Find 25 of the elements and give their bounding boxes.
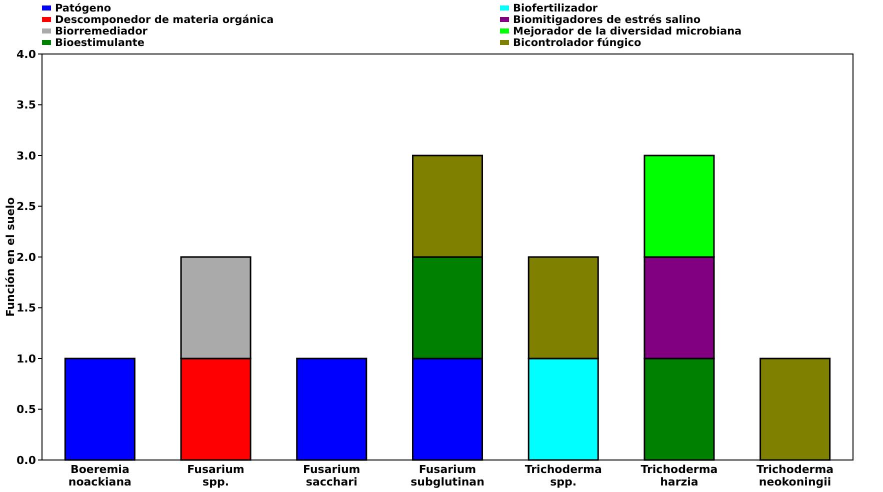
y-tick-label: 1.0 bbox=[16, 352, 36, 366]
x-tick-label: Fusarium subglutinan bbox=[410, 463, 484, 489]
legend-label: Bicontrolador fúngico bbox=[513, 37, 642, 50]
x-tick-label: Fusarium sacchari bbox=[303, 463, 360, 489]
x-tick-label: Trichoderma harzia bbox=[640, 463, 718, 489]
legend-label: Biomitigadores de estrés salino bbox=[513, 14, 701, 26]
y-tick-label: 0.0 bbox=[16, 454, 36, 467]
y-tick-label: 0.5 bbox=[16, 403, 36, 416]
legend-label: Mejorador de la diversidad microbiana bbox=[513, 26, 742, 38]
x-tick-label: Trichoderma spp. bbox=[524, 463, 602, 489]
legend-label: Biofertilizador bbox=[513, 2, 598, 15]
y-tick-label: 4.0 bbox=[16, 48, 36, 61]
legend-label: Descomponedor de materia orgánica bbox=[55, 14, 274, 26]
y-tick-label: 2.0 bbox=[16, 250, 36, 264]
legend-label: Bioestimulante bbox=[55, 37, 145, 50]
y-tick-label: 3.5 bbox=[16, 98, 36, 112]
y-tick-label: 2.5 bbox=[16, 200, 36, 214]
legend-label: Biorremediador bbox=[55, 26, 148, 38]
legend-label: Patógeno bbox=[55, 2, 112, 15]
y-tick-label: 3.0 bbox=[16, 149, 36, 162]
x-tick-label: Fusarium spp. bbox=[187, 463, 244, 489]
x-tick-label: Boeremia noackiana bbox=[68, 463, 132, 489]
x-tick-label: Trichoderma neokoningii bbox=[756, 463, 834, 489]
y-tick-label: 1.5 bbox=[16, 302, 36, 315]
y-axis-title: Función en el suelo bbox=[4, 196, 17, 317]
